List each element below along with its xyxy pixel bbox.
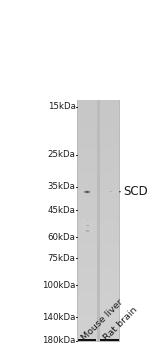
Text: 25kDa: 25kDa <box>48 150 75 159</box>
Text: 140kDa: 140kDa <box>42 313 75 322</box>
Bar <box>78 339 96 341</box>
Text: 35kDa: 35kDa <box>48 182 75 191</box>
Bar <box>101 339 119 341</box>
Text: 15kDa: 15kDa <box>48 102 75 111</box>
Text: 100kDa: 100kDa <box>42 281 75 290</box>
Text: SCD: SCD <box>120 185 148 198</box>
Text: 45kDa: 45kDa <box>48 206 75 215</box>
Text: Rat brain: Rat brain <box>102 305 139 342</box>
Text: 75kDa: 75kDa <box>48 254 75 263</box>
Bar <box>77 100 120 342</box>
Text: Mouse liver: Mouse liver <box>80 297 125 342</box>
Text: 180kDa: 180kDa <box>42 336 75 345</box>
Text: 60kDa: 60kDa <box>48 233 75 242</box>
